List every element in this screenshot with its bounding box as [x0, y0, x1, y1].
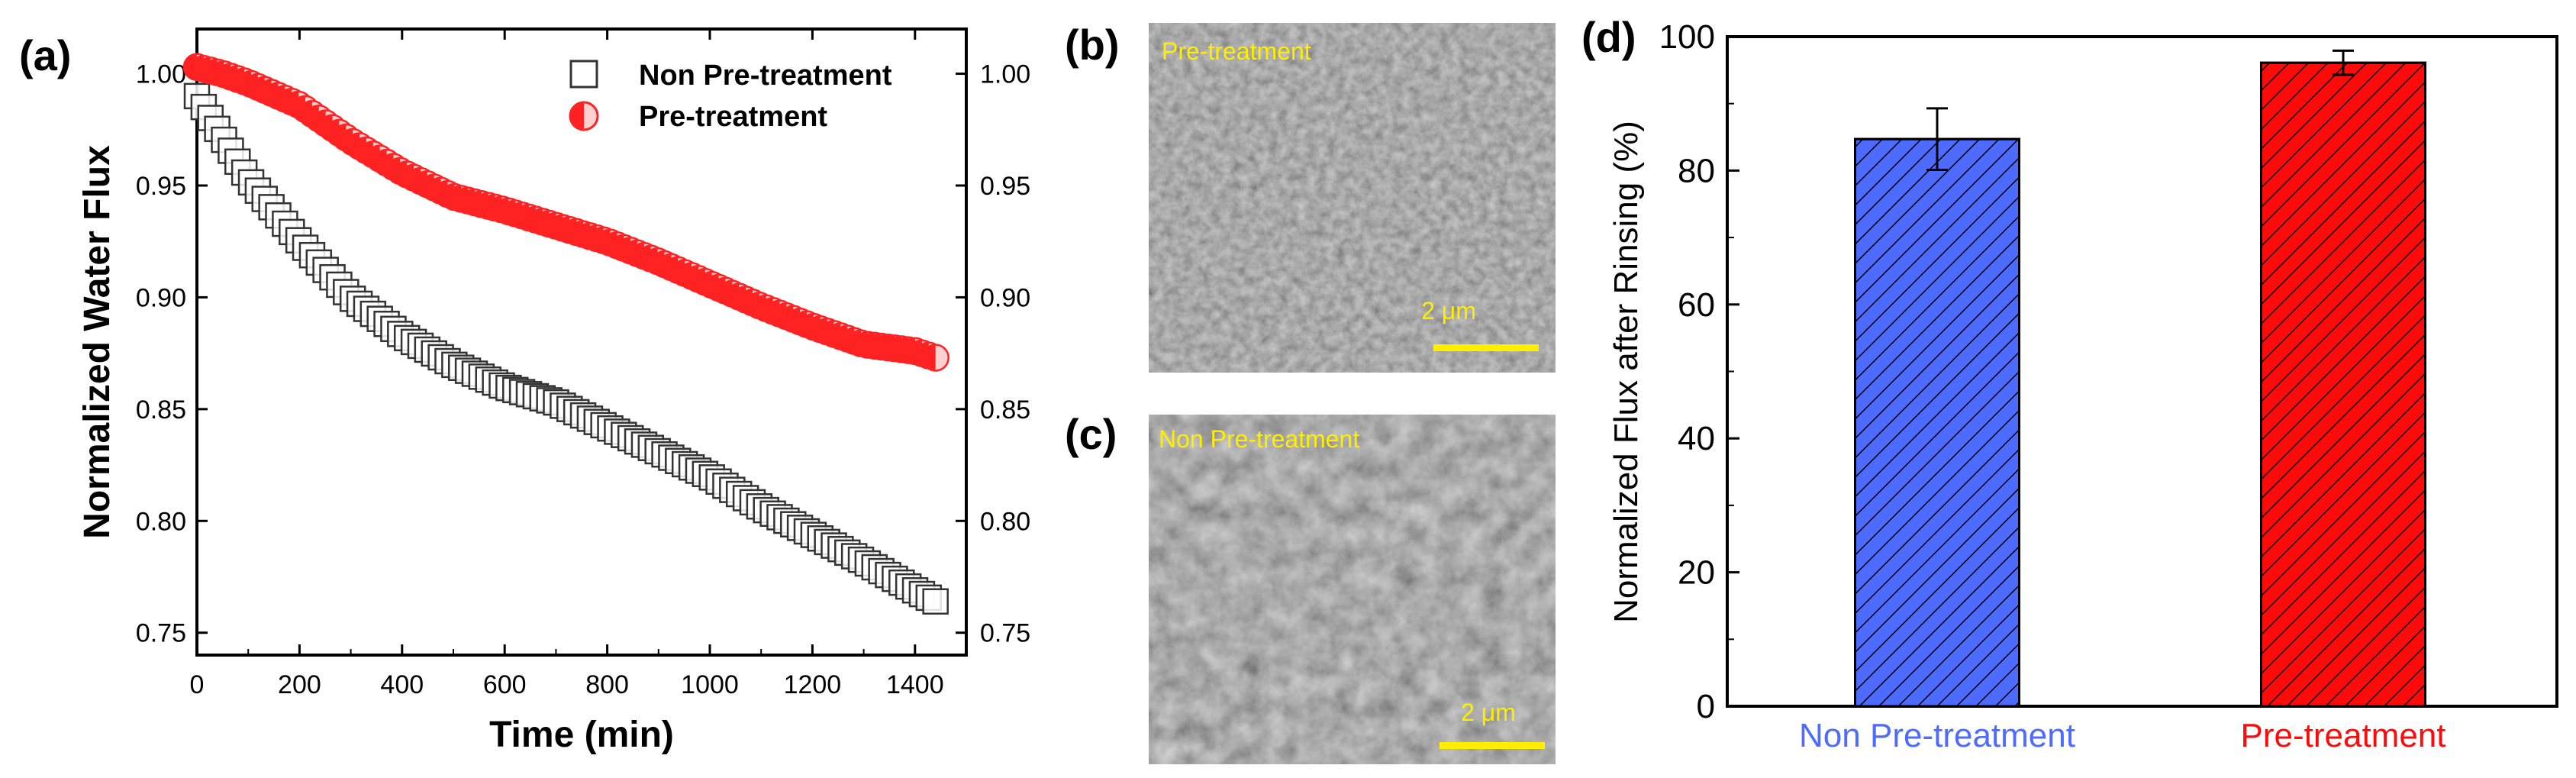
panel-d-y-ticks: 0 20 40 60 80 100: [1659, 18, 1739, 725]
y-tick-label-right: 0.85: [980, 395, 1030, 425]
series-pretreatment: [182, 53, 949, 372]
panel-a-x-ticks: 0 200 400 600 800 1000 1200 1400: [190, 29, 944, 699]
series-non-pretreatment: [183, 82, 949, 615]
panel-a-y-axis-title: Normalized Water Flux: [77, 145, 118, 539]
y-tick-label: 0.95: [136, 172, 186, 201]
x-tick-label: 1200: [784, 670, 842, 699]
bar-hatch: [2260, 61, 2426, 708]
y-tick-label-right: 0.90: [980, 283, 1030, 312]
data-point-pretreatment: [921, 344, 949, 372]
x-tick-label: 1000: [681, 670, 739, 699]
panel-a-y-ticks: 0.75 0.75 0.80 0.80 0.85 0.85 0.90 0.90 0.95 0.95…: [136, 60, 1030, 648]
panel-b-label: (b): [1065, 21, 1120, 69]
panel-d-y-axis-title: Normalized Flux after Rinsing (%): [1607, 121, 1645, 623]
panel-a-legend: Non Pre-treatment Pre-treatment: [569, 60, 892, 133]
y-tick-label-right: 0.95: [980, 172, 1030, 201]
panel-c-caption: Non Pre-treatment: [1159, 425, 1359, 453]
y-tick-label: 20: [1678, 554, 1715, 592]
panel-c-label: (c): [1065, 410, 1117, 458]
panel-d-label: (d): [1581, 13, 1636, 61]
panel-b-sem-image: Pre-treatment 2 μm: [1149, 23, 1556, 373]
y-tick-label: 80: [1678, 152, 1715, 189]
y-tick-label: 1.00: [136, 60, 186, 89]
panel-c-scale-label: 2 μm: [1461, 699, 1516, 726]
panel-d-bars: [1854, 49, 2426, 708]
panel-d-category-pretreatment: Pre-treatment: [2241, 717, 2446, 754]
panel-a-chart: 0 200 400 600 800 1000 1200 1400 0.75 0.750.80 0.…: [77, 27, 1030, 755]
y-tick-label-right: 1.00: [980, 60, 1030, 89]
panel-a-x-axis-title: Time (min): [489, 715, 674, 755]
panel-d-category-non-pretreatment: Non Pre-treatment: [1799, 717, 2075, 754]
y-tick-label: 0.75: [136, 619, 186, 648]
y-tick-label: 0: [1697, 688, 1715, 725]
panel-d-plot-frame: [1726, 35, 2558, 708]
data-point-non-pretreatment: [922, 588, 949, 615]
bar-hatch: [1854, 137, 2020, 708]
panel-a-label: (a): [19, 31, 71, 79]
y-tick-label: 0.85: [136, 395, 186, 425]
x-tick-label: 1400: [886, 670, 944, 699]
y-tick-label: 60: [1678, 286, 1715, 324]
y-tick-label: 100: [1659, 18, 1715, 56]
y-tick-label-right: 0.80: [980, 507, 1030, 536]
panel-b-scale-label: 2 μm: [1421, 297, 1476, 324]
y-tick-label: 0.80: [136, 507, 186, 536]
legend-marker-open-square: [569, 60, 598, 89]
panel-c-sem-image: Non Pre-treatment 2 μm: [1149, 415, 1556, 764]
legend-marker-half-circle: [569, 101, 599, 131]
x-tick-label: 200: [278, 670, 321, 699]
panel-a-plot-frame: [195, 27, 968, 657]
x-tick-label: 600: [483, 670, 527, 699]
x-tick-label: 800: [585, 670, 629, 699]
panel-b-caption: Pre-treatment: [1162, 37, 1311, 65]
x-tick-label: 400: [380, 670, 424, 699]
x-tick-label: 0: [190, 670, 205, 699]
legend-label-non-pretreatment: Non Pre-treatment: [639, 60, 892, 92]
y-tick-label-right: 0.75: [980, 619, 1030, 648]
legend-label-pretreatment: Pre-treatment: [639, 101, 827, 133]
y-tick-label: 0.90: [136, 283, 186, 312]
panel-b-scale-bar: [1433, 344, 1539, 351]
y-tick-label: 40: [1678, 420, 1715, 457]
panel-c-scale-bar: [1440, 742, 1545, 749]
panel-d-chart: 0 20 40 60 80 100 Normalized Flux after Rinsi…: [1607, 18, 2558, 754]
